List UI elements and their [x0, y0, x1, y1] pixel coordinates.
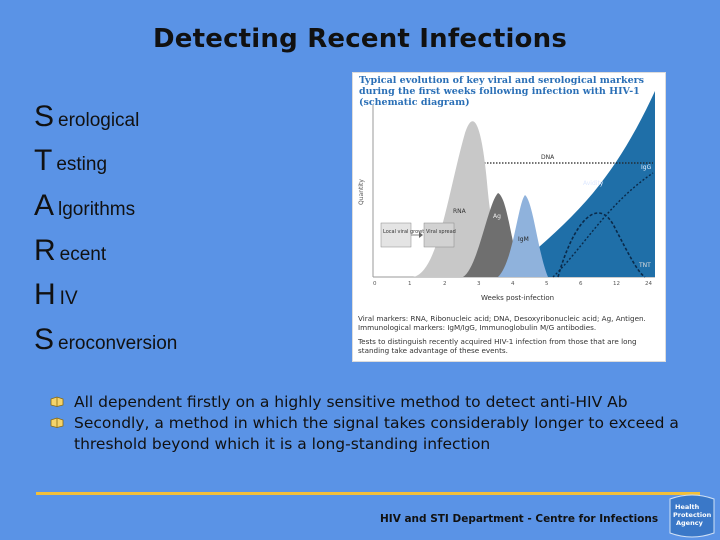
acronym-letter: H: [34, 278, 56, 311]
dna-label: DNA: [541, 154, 555, 161]
acronym-rest: ecent: [59, 244, 107, 265]
viral-spread-label: Viral spread: [426, 229, 456, 235]
x-tick: 24: [645, 281, 652, 287]
ag-label: Ag: [493, 213, 501, 220]
local-growth-box: [380, 222, 412, 248]
svg-text:Agency: Agency: [676, 519, 704, 527]
bullet-item: Secondly, a method in which the signal t…: [50, 413, 690, 455]
y-axis-label: Quantity: [358, 179, 365, 205]
viral-spread-box: [423, 222, 455, 248]
bullet-list: All dependent firstly on a highly sensit…: [50, 392, 690, 455]
marker-diagram: Quantity IgG DNA Avidity RNA Ag IgM TNT …: [358, 91, 655, 302]
acronym-rest: esting: [56, 154, 108, 175]
x-tick: 2: [443, 281, 447, 287]
avidity-curve: [552, 172, 654, 278]
acronym-rest: lgorithms: [58, 199, 136, 220]
x-tick: 12: [613, 281, 620, 287]
acronym-rest: erological: [58, 110, 140, 131]
acronym-rest: IV: [59, 288, 78, 309]
x-axis-label: Weeks post-infection: [481, 294, 554, 302]
avidity-label: Avidity: [583, 180, 604, 187]
svg-text:Protection: Protection: [673, 511, 712, 519]
x-tick: 1: [408, 281, 412, 287]
x-tick-labels: 0 1 2 3 4 5 6 12 24: [373, 281, 652, 287]
slide-title: Detecting Recent Infections: [152, 24, 568, 54]
igm-long-curve: [557, 212, 646, 278]
ag-area: [463, 193, 523, 277]
tnt-label: TNT: [638, 262, 651, 269]
marker-evolution-figure: Typical evolution of key viral and serol…: [352, 72, 666, 362]
svg-text:Health: Health: [675, 503, 700, 511]
bullet-text: All dependent firstly on a highly sensit…: [74, 393, 628, 411]
acronym-letter: S: [34, 323, 55, 356]
book-bullet-icon: [50, 417, 64, 428]
x-tick: 0: [373, 281, 377, 287]
rna-label: RNA: [453, 208, 467, 215]
bullet-text: Secondly, a method in which the signal t…: [74, 414, 679, 453]
x-tick: 4: [511, 281, 515, 287]
local-growth-label: Local viral growth: [383, 229, 427, 235]
figure-note-markers: Viral markers: RNA, Ribonucleic acid; DN…: [358, 314, 646, 332]
stage-arrow-head: [419, 232, 423, 238]
acronym-letter: T: [34, 144, 53, 177]
footer-text: HIV and STI Department - Centre for Infe…: [380, 513, 659, 525]
book-bullet-icon: [50, 396, 64, 407]
footer-rule: [36, 492, 700, 495]
x-tick: 6: [579, 281, 583, 287]
x-tick: 5: [545, 281, 549, 287]
acronym-letter: R: [34, 234, 56, 267]
acronym-rest: eroconversion: [58, 333, 178, 354]
bullet-item: All dependent firstly on a highly sensit…: [50, 392, 690, 413]
health-protection-agency-logo: Health Protection Agency: [669, 494, 715, 538]
acronym-letter: S: [34, 100, 55, 133]
figure-title: Typical evolution of key viral and serol…: [359, 75, 644, 108]
x-tick: 3: [477, 281, 481, 287]
igm-label: IgM: [518, 236, 529, 243]
acronym-row: H IV: [34, 278, 78, 312]
figure-note-tests: Tests to distinguish recently acquired H…: [358, 337, 637, 355]
acronym-letter: A: [34, 189, 55, 222]
igg-label: IgG: [641, 164, 652, 171]
igm-area: [498, 195, 548, 277]
